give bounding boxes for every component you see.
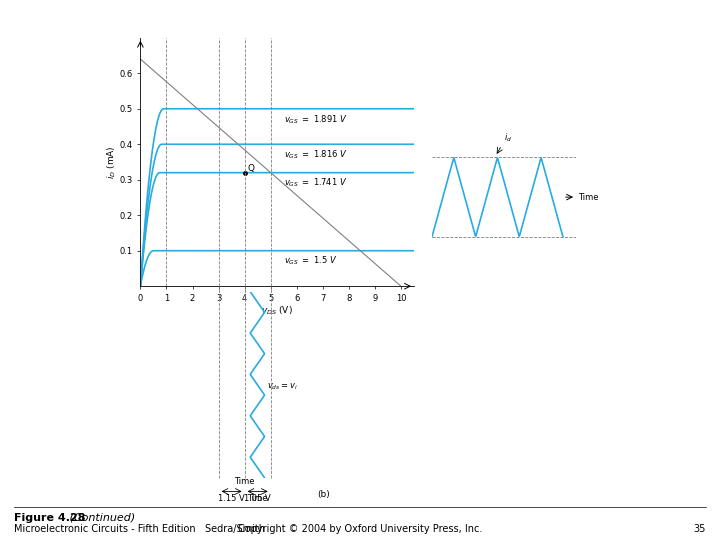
Text: Microelectronic Circuits - Fifth Edition   Sedra/Smith: Microelectronic Circuits - Fifth Edition… [14, 523, 266, 534]
Text: $v_{ds}=v_i$: $v_{ds}=v_i$ [267, 382, 297, 392]
Text: $v_{GS}\ =\ 1.816\ V$: $v_{GS}\ =\ 1.816\ V$ [284, 148, 348, 161]
Text: $v_{GS}\ =\ 1.891\ V$: $v_{GS}\ =\ 1.891\ V$ [284, 113, 348, 125]
Text: $i_d$: $i_d$ [504, 131, 512, 144]
Text: $v_{GS}\ =\ 1.5\ V$: $v_{GS}\ =\ 1.5\ V$ [284, 255, 337, 267]
Text: Time: Time [578, 193, 599, 201]
Text: (Continued): (Continued) [66, 513, 135, 523]
Text: Time: Time [235, 477, 255, 486]
Text: 1.15 V: 1.15 V [218, 494, 245, 503]
Text: $v_{GS}\ =\ 1.741\ V$: $v_{GS}\ =\ 1.741\ V$ [284, 177, 347, 190]
X-axis label: $v_{DS}\ \mathrm{(V)}$: $v_{DS}\ \mathrm{(V)}$ [261, 304, 293, 317]
Text: 35: 35 [693, 523, 706, 534]
Text: (b): (b) [318, 490, 330, 498]
Text: Time: Time [247, 495, 268, 503]
Text: 1.05 V: 1.05 V [244, 494, 271, 503]
Text: Q: Q [247, 164, 254, 173]
Text: Figure 4.28: Figure 4.28 [14, 513, 86, 523]
Text: Copyright © 2004 by Oxford University Press, Inc.: Copyright © 2004 by Oxford University Pr… [238, 523, 482, 534]
Y-axis label: $i_D\ \mathrm{(mA)}$: $i_D\ \mathrm{(mA)}$ [106, 145, 118, 179]
